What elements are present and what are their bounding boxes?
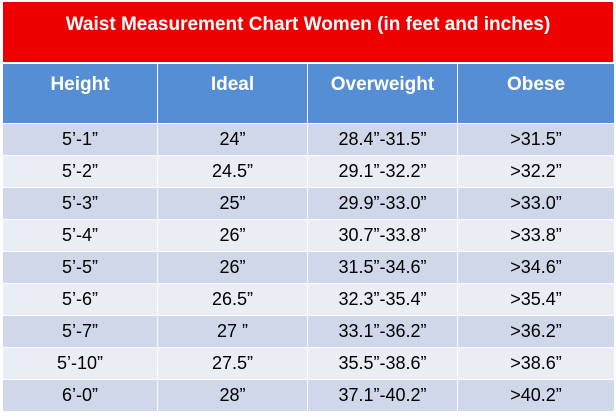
cell-overweight: 28.4”-31.5” — [307, 123, 458, 156]
cell-ideal: 25” — [157, 187, 308, 220]
cell-ideal: 26” — [157, 251, 308, 284]
cell-overweight: 35.5”-38.6” — [307, 347, 458, 380]
cell-overweight: 33.1”-36.2” — [307, 315, 458, 348]
cell-obese: >38.6” — [457, 347, 615, 380]
cell-height: 6’-0” — [2, 379, 158, 412]
cell-overweight: 37.1”-40.2” — [307, 379, 458, 412]
cell-overweight: 31.5”-34.6” — [307, 251, 458, 284]
cell-ideal: 27.5” — [157, 347, 308, 380]
cell-height: 5’-7” — [2, 315, 158, 348]
chart-title: Waist Measurement Chart Women (in feet a… — [2, 1, 614, 63]
cell-height: 5’-2” — [2, 155, 158, 188]
cell-obese: >32.2” — [457, 155, 615, 188]
table-row: 5’-4” 26” 30.7”-33.8” >33.8” — [2, 219, 615, 252]
table-row: 5’-2” 24.5” 29.1”-32.2” >32.2” — [2, 155, 615, 188]
cell-ideal: 28” — [157, 379, 308, 412]
table-row: 5’-1” 24” 28.4”-31.5” >31.5” — [2, 123, 615, 156]
cell-obese: >33.8” — [457, 219, 615, 252]
cell-height: 5’-3” — [2, 187, 158, 220]
cell-obese: >40.2” — [457, 379, 615, 412]
table-row: 5’-7” 27 ” 33.1”-36.2” >36.2” — [2, 315, 615, 348]
measurement-table: Height Ideal Overweight Obese 5’-1” 24” 28… — [2, 63, 615, 412]
column-header-ideal: Ideal — [157, 63, 308, 124]
cell-height: 5’-1” — [2, 123, 158, 156]
cell-height: 5’-10” — [2, 347, 158, 380]
cell-obese: >34.6” — [457, 251, 615, 284]
cell-height: 5’-5” — [2, 251, 158, 284]
cell-ideal: 24.5” — [157, 155, 308, 188]
table-row: 5’-6” 26.5” 32.3”-35.4” >35.4” — [2, 283, 615, 316]
table-row: 5’-10” 27.5” 35.5”-38.6” >38.6” — [2, 347, 615, 380]
cell-height: 5’-4” — [2, 219, 158, 252]
cell-obese: >33.0” — [457, 187, 615, 220]
column-header-height: Height — [2, 63, 158, 124]
column-header-obese: Obese — [457, 63, 615, 124]
cell-overweight: 29.9”-33.0” — [307, 187, 458, 220]
cell-obese: >36.2” — [457, 315, 615, 348]
table-body: 5’-1” 24” 28.4”-31.5” >31.5” 5’-2” 24.5” 29.1”… — [2, 123, 615, 412]
cell-obese: >31.5” — [457, 123, 615, 156]
cell-overweight: 29.1”-32.2” — [307, 155, 458, 188]
cell-height: 5’-6” — [2, 283, 158, 316]
table-row: 6’-0” 28” 37.1”-40.2” >40.2” — [2, 379, 615, 412]
table-row: 5’-5” 26” 31.5”-34.6” >34.6” — [2, 251, 615, 284]
cell-overweight: 32.3”-35.4” — [307, 283, 458, 316]
cell-ideal: 26.5” — [157, 283, 308, 316]
column-header-overweight: Overweight — [307, 63, 458, 124]
header-row: Height Ideal Overweight Obese — [2, 63, 615, 124]
cell-ideal: 27 ” — [157, 315, 308, 348]
cell-ideal: 26” — [157, 219, 308, 252]
cell-ideal: 24” — [157, 123, 308, 156]
cell-overweight: 30.7”-33.8” — [307, 219, 458, 252]
table-row: 5’-3” 25” 29.9”-33.0” >33.0” — [2, 187, 615, 220]
cell-obese: >35.4” — [457, 283, 615, 316]
